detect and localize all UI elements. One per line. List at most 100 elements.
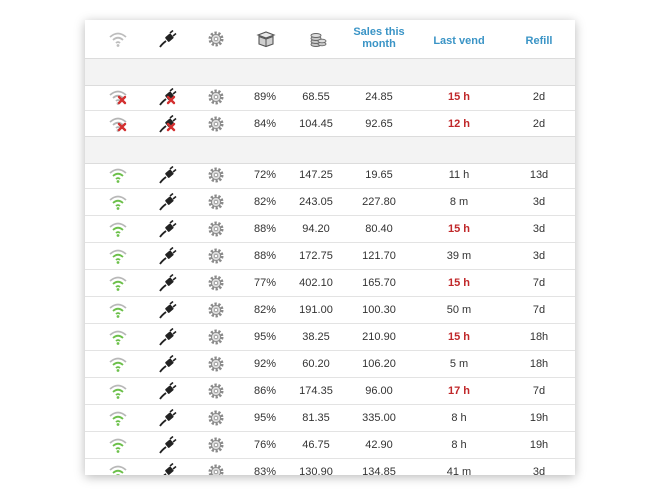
wifi-signal-icon	[108, 115, 128, 133]
sales-amount: 100.30	[362, 304, 396, 316]
refill-value: 2d	[532, 118, 546, 130]
power-plug-icon	[157, 354, 177, 373]
last-vend-value: 41 m	[446, 466, 472, 475]
cash-amount: 402.10	[299, 277, 333, 289]
stock-level: 76%	[253, 439, 277, 451]
refill-value: 3d	[532, 466, 546, 475]
cash-amount: 104.45	[299, 118, 333, 130]
last-vend-header[interactable]: Last vend	[433, 35, 485, 47]
stock-level: 72%	[253, 169, 277, 181]
table-row[interactable]: 88% 94.20 80.40 15 h 3d	[85, 216, 575, 243]
sales-amount: 121.70	[362, 250, 396, 262]
gear-icon[interactable]	[206, 436, 226, 454]
cash-amount: 81.35	[302, 412, 330, 424]
sales-amount: 24.85	[365, 91, 393, 103]
sales-amount: 227.80	[362, 196, 396, 208]
gear-icon[interactable]	[206, 301, 226, 319]
refill-value: 18h	[529, 331, 549, 343]
stock-level: 95%	[253, 412, 277, 424]
power-plug-icon	[157, 246, 177, 265]
stock-level: 84%	[253, 118, 277, 130]
last-vend-value: 5 m	[449, 358, 469, 370]
power-plug-icon	[157, 408, 177, 427]
table-row[interactable]: 89% 68.55 24.85 15 h 2d	[85, 84, 575, 111]
refill-value: 18h	[529, 358, 549, 370]
gear-icon[interactable]	[206, 355, 226, 373]
power-plug-icon	[157, 114, 177, 133]
stock-level: 86%	[253, 385, 277, 397]
wifi-signal-icon	[109, 32, 127, 47]
wifi-signal-icon	[108, 247, 128, 265]
refill-value: 19h	[529, 439, 549, 451]
power-plug-icon	[157, 435, 177, 454]
gear-icon[interactable]	[206, 220, 226, 238]
last-vend-value: 15 h	[447, 91, 471, 103]
wifi-signal-icon	[108, 88, 128, 106]
sales-amount: 92.65	[365, 118, 393, 130]
stock-level: 92%	[253, 358, 277, 370]
cash-amount: 174.35	[299, 385, 333, 397]
table-row[interactable]: 92% 60.20 106.20 5 m 18h	[85, 351, 575, 378]
table-row[interactable]: 84% 104.45 92.65 12 h 2d	[85, 111, 575, 138]
gear-icon[interactable]	[206, 463, 226, 475]
gear-icon[interactable]	[206, 193, 226, 211]
cash-amount: 172.75	[299, 250, 333, 262]
sales-this-month-header[interactable]: Sales this month	[353, 26, 405, 50]
table-row[interactable]: 76% 46.75 42.90 8 h 19h	[85, 432, 575, 459]
cash-amount: 147.25	[299, 169, 333, 181]
last-vend-value: 15 h	[447, 331, 471, 343]
gear-icon[interactable]	[206, 409, 226, 427]
gear-icon[interactable]	[206, 166, 226, 184]
cash-amount: 243.05	[299, 196, 333, 208]
refill-value: 3d	[532, 196, 546, 208]
refill-header[interactable]: Refill	[525, 35, 553, 47]
refill-value: 13d	[529, 169, 549, 181]
table-row[interactable]: 72% 147.25 19.65 11 h 13d	[85, 162, 575, 189]
gear-icon[interactable]	[206, 115, 226, 133]
cash-amount: 130.90	[299, 466, 333, 475]
last-vend-value: 15 h	[447, 223, 471, 235]
gear-icon[interactable]	[206, 328, 226, 346]
table-row[interactable]: 95% 38.25 210.90 15 h 18h	[85, 324, 575, 351]
power-plug-icon	[157, 219, 177, 238]
group-header-online	[85, 136, 575, 164]
table-row[interactable]: 86% 174.35 96.00 17 h 7d	[85, 378, 575, 405]
table-row[interactable]: 83% 130.90 134.85 41 m 3d	[85, 459, 575, 475]
gear-icon[interactable]	[206, 382, 226, 400]
stock-level: 88%	[253, 250, 277, 262]
gear-icon[interactable]	[206, 88, 226, 106]
power-plug-icon	[157, 300, 177, 319]
sales-amount: 106.20	[362, 358, 396, 370]
refill-value: 2d	[532, 91, 546, 103]
wifi-signal-icon	[108, 328, 128, 346]
gear-icon[interactable]	[206, 274, 226, 292]
sales-amount: 19.65	[365, 169, 393, 181]
table-row[interactable]: 95% 81.35 335.00 8 h 19h	[85, 405, 575, 432]
power-plug-icon	[157, 87, 177, 106]
gear-icon[interactable]	[206, 247, 226, 265]
stock-level: 83%	[253, 466, 277, 475]
wifi-signal-icon	[108, 193, 128, 211]
stock-level: 88%	[253, 223, 277, 235]
table-row[interactable]: 82% 243.05 227.80 8 m 3d	[85, 189, 575, 216]
stock-level: 82%	[253, 304, 277, 316]
sales-amount: 80.40	[365, 223, 393, 235]
table-row[interactable]: 82% 191.00 100.30 50 m 7d	[85, 297, 575, 324]
power-plug-icon	[157, 462, 177, 475]
last-vend-value: 17 h	[447, 385, 471, 397]
table-header: Sales this month Last vend Refill	[85, 20, 575, 58]
sales-amount: 210.90	[362, 331, 396, 343]
cash-amount: 38.25	[302, 331, 330, 343]
last-vend-value: 8 h	[451, 412, 467, 424]
last-vend-value: 15 h	[447, 277, 471, 289]
refill-value: 3d	[532, 223, 546, 235]
table-row[interactable]: 88% 172.75 121.70 39 m 3d	[85, 243, 575, 270]
cash-amount: 68.55	[302, 91, 330, 103]
last-vend-value: 8 h	[451, 439, 467, 451]
power-plug-icon	[157, 381, 177, 400]
cash-amount: 46.75	[302, 439, 330, 451]
power-plug-icon	[157, 165, 177, 184]
table-row[interactable]: 77% 402.10 165.70 15 h 7d	[85, 270, 575, 297]
sales-amount: 42.90	[365, 439, 393, 451]
power-plug-icon	[157, 273, 177, 292]
